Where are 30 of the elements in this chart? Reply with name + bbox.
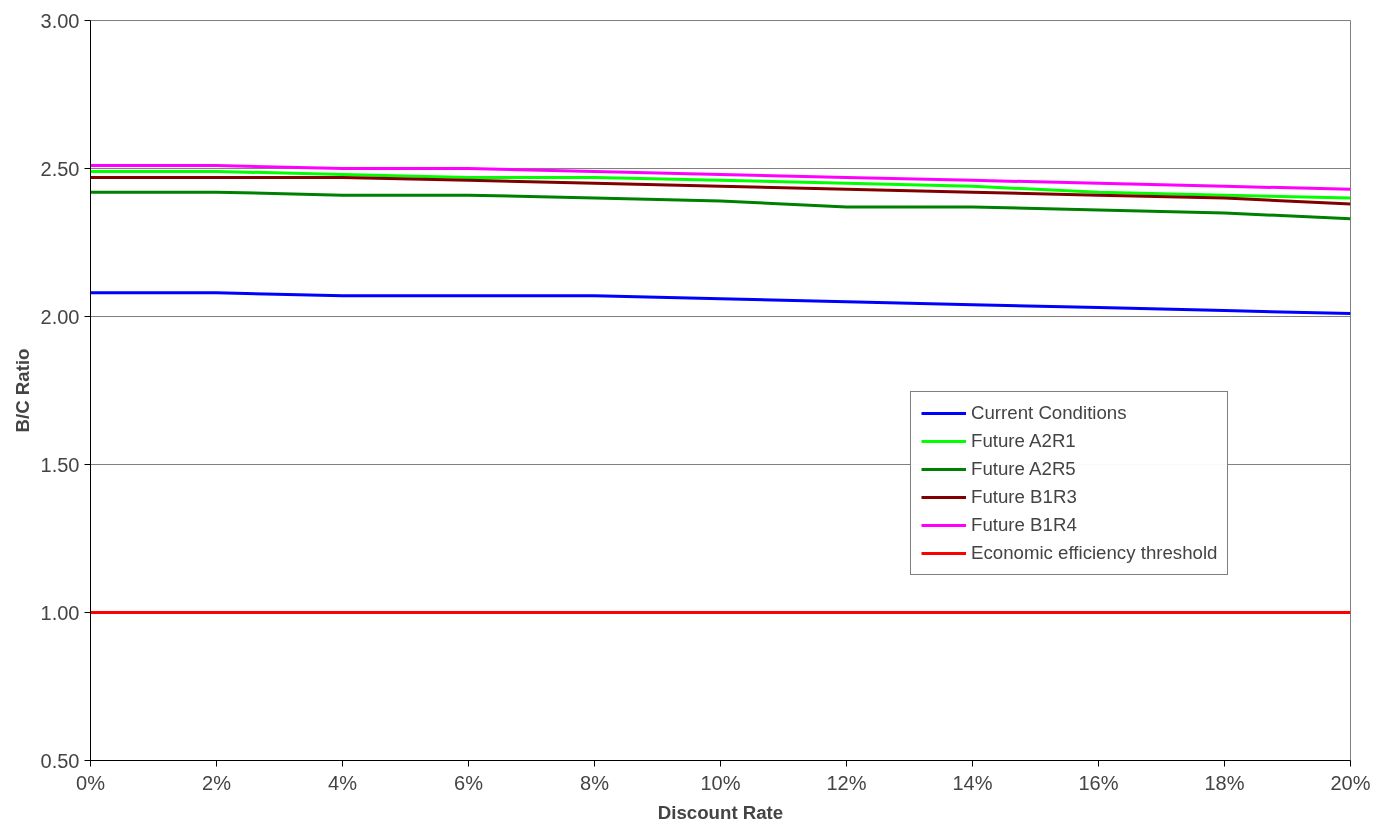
line-series — [90, 190, 1351, 221]
x-tick-label: 16% — [1078, 771, 1119, 794]
line-series — [90, 291, 1351, 316]
x-tick-label: 10% — [700, 771, 741, 794]
x-tick-label: 8% — [580, 771, 610, 794]
x-tick-label: 6% — [454, 771, 484, 794]
x-tick-label: 12% — [826, 771, 867, 794]
y-tick-label: 2.00 — [40, 305, 80, 328]
line-series — [90, 169, 1351, 200]
legend-label: Economic efficiency threshold — [971, 542, 1218, 564]
x-tick-label: 14% — [952, 771, 993, 794]
x-tick-label: 2% — [202, 771, 232, 794]
y-tick-label: 1.00 — [40, 601, 80, 624]
legend-label: Future A2R5 — [971, 458, 1076, 480]
x-tick-label: 20% — [1330, 771, 1371, 794]
y-tick-label: 0.50 — [40, 749, 80, 772]
legend-label: Future B1R4 — [971, 514, 1077, 536]
x-tick-label: 0% — [76, 771, 106, 794]
y-axis-title: B/C Ratio — [11, 348, 33, 433]
x-tick-label: 4% — [328, 771, 358, 794]
x-tick-label: 18% — [1204, 771, 1245, 794]
legend-label: Future B1R3 — [971, 486, 1077, 508]
legend-label: Future A2R1 — [971, 430, 1076, 452]
x-axis-title: Discount Rate — [657, 801, 784, 823]
line-series — [90, 164, 1351, 191]
y-tick-label: 3.00 — [40, 9, 80, 32]
legend-label: Current Conditions — [971, 402, 1127, 424]
line-series — [90, 175, 1351, 206]
y-tick-label: 2.50 — [40, 157, 80, 180]
y-tick-label: 1.50 — [40, 453, 80, 476]
